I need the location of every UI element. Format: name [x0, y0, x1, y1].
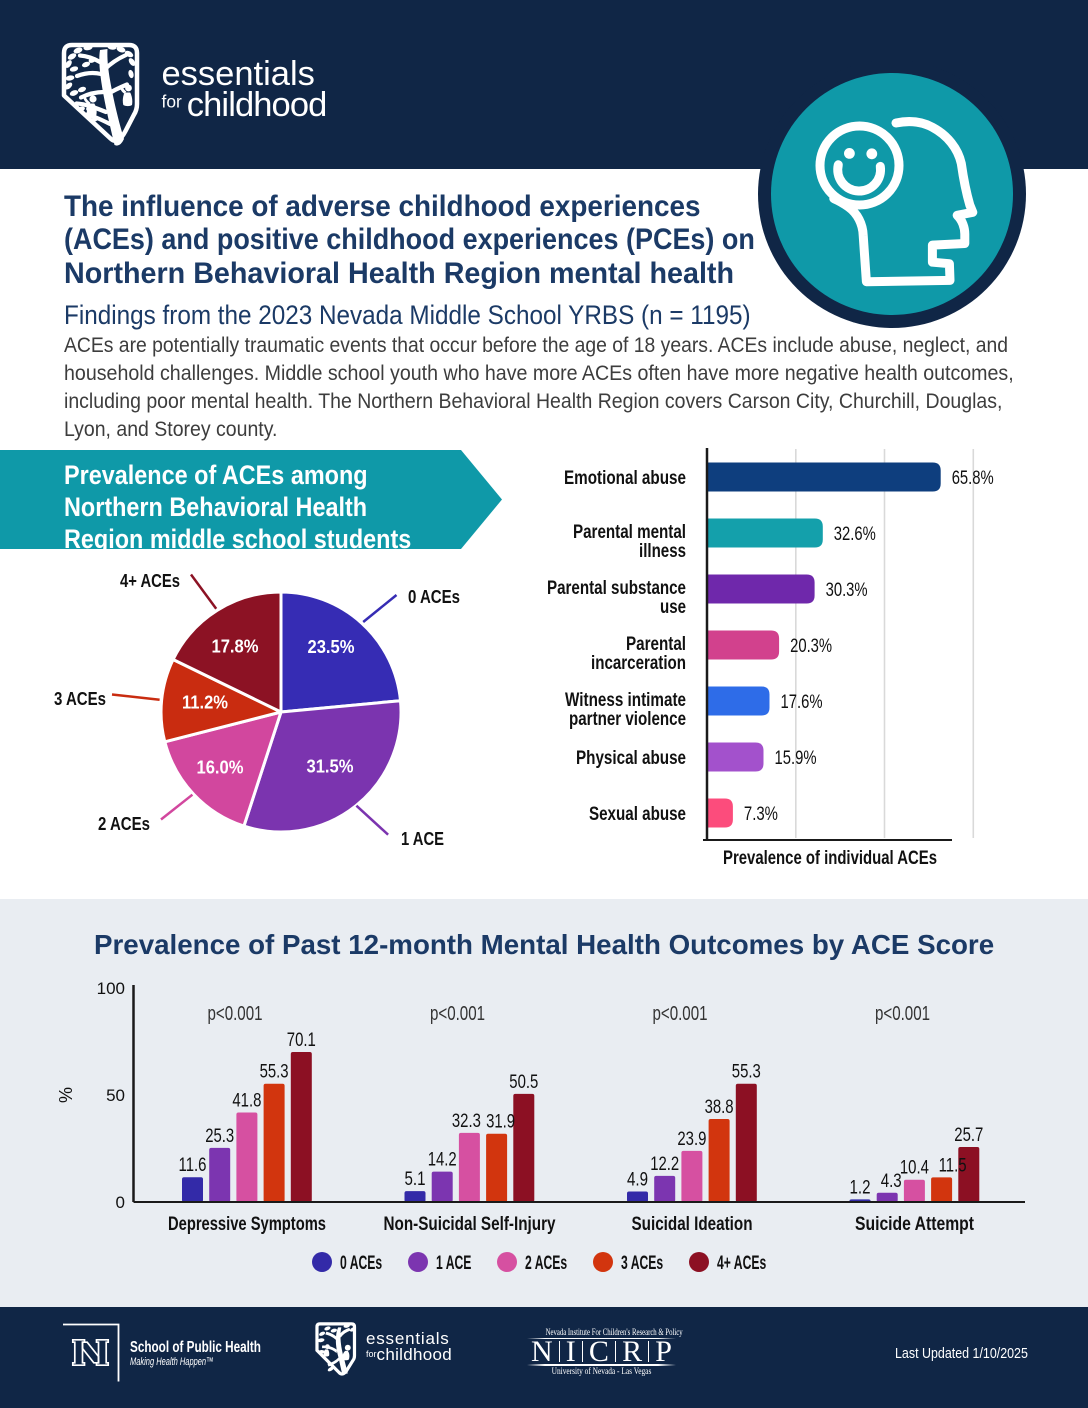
- svg-text:Suicide Attempt: Suicide Attempt: [855, 1214, 975, 1235]
- svg-text:30.3%: 30.3%: [826, 580, 868, 601]
- svg-text:0: 0: [116, 1193, 125, 1212]
- svg-text:3 ACEs: 3 ACEs: [54, 689, 106, 709]
- svg-text:p<0.001: p<0.001: [208, 1003, 263, 1025]
- svg-text:p<0.001: p<0.001: [653, 1003, 708, 1025]
- svg-text:use: use: [660, 597, 686, 618]
- svg-text:14.2: 14.2: [428, 1150, 457, 1171]
- svg-text:1 ACE: 1 ACE: [401, 829, 444, 849]
- svg-text:Parental: Parental: [626, 634, 686, 655]
- svg-text:70.1: 70.1: [287, 1030, 316, 1051]
- svg-text:5.1: 5.1: [405, 1169, 426, 1190]
- svg-text:4.3: 4.3: [881, 1171, 902, 1192]
- svg-text:11.6: 11.6: [179, 1155, 207, 1176]
- svg-text:65.8%: 65.8%: [952, 468, 994, 489]
- svg-text:11.2%: 11.2%: [182, 692, 228, 712]
- svg-text:31.5%: 31.5%: [307, 756, 354, 776]
- svg-text:Witness intimate: Witness intimate: [565, 690, 686, 711]
- svg-text:4.9: 4.9: [627, 1170, 648, 1191]
- svg-text:12.2: 12.2: [650, 1154, 679, 1175]
- svg-text:20.3%: 20.3%: [790, 636, 832, 657]
- svg-text:23.5%: 23.5%: [308, 637, 355, 657]
- svg-text:100: 100: [97, 979, 125, 998]
- svg-text:50.5: 50.5: [509, 1072, 538, 1093]
- svg-text:25.7: 25.7: [954, 1125, 983, 1146]
- svg-text:Prevalence of individual ACEs: Prevalence of individual ACEs: [723, 848, 937, 869]
- svg-text:Physical abuse: Physical abuse: [576, 748, 686, 769]
- svg-text:2 ACEs: 2 ACEs: [98, 814, 150, 834]
- svg-text:15.9%: 15.9%: [775, 748, 817, 769]
- svg-text:25.3: 25.3: [205, 1126, 234, 1147]
- svg-text:50: 50: [106, 1086, 125, 1105]
- svg-text:10.4: 10.4: [900, 1158, 929, 1179]
- svg-text:11.5: 11.5: [939, 1155, 967, 1176]
- svg-text:17.8%: 17.8%: [212, 636, 259, 656]
- svg-text:32.3: 32.3: [452, 1111, 481, 1132]
- svg-text:Parental mental: Parental mental: [573, 522, 686, 543]
- svg-text:Emotional abuse: Emotional abuse: [564, 468, 686, 489]
- svg-text:55.3: 55.3: [260, 1062, 289, 1083]
- svg-text:p<0.001: p<0.001: [430, 1003, 485, 1025]
- svg-text:55.3: 55.3: [732, 1062, 761, 1083]
- svg-text:41.8: 41.8: [232, 1091, 261, 1112]
- svg-text:Sexual abuse: Sexual abuse: [589, 804, 686, 825]
- svg-text:31.9: 31.9: [486, 1112, 515, 1133]
- svg-text:Parental substance: Parental substance: [547, 578, 686, 599]
- svg-text:4+ ACEs: 4+ ACEs: [120, 571, 180, 591]
- svg-text:p<0.001: p<0.001: [875, 1003, 930, 1025]
- svg-text:16.0%: 16.0%: [197, 757, 244, 777]
- svg-text:7.3%: 7.3%: [744, 804, 778, 825]
- svg-text:incarceration: incarceration: [591, 653, 686, 674]
- svg-text:0 ACEs: 0 ACEs: [408, 587, 460, 607]
- svg-text:Suicidal Ideation: Suicidal Ideation: [632, 1214, 753, 1235]
- svg-text:17.6%: 17.6%: [781, 692, 823, 713]
- svg-text:illness: illness: [639, 541, 686, 562]
- svg-text:23.9: 23.9: [677, 1129, 706, 1150]
- svg-text:32.6%: 32.6%: [834, 524, 876, 545]
- svg-text:1.2: 1.2: [850, 1177, 871, 1198]
- svg-text:Depressive Symptoms: Depressive Symptoms: [168, 1214, 326, 1235]
- svg-text:Non-Suicidal Self-Injury: Non-Suicidal Self-Injury: [384, 1214, 556, 1235]
- svg-text:%: %: [56, 1087, 76, 1103]
- svg-text:38.8: 38.8: [705, 1097, 734, 1118]
- svg-text:partner violence: partner violence: [569, 709, 686, 730]
